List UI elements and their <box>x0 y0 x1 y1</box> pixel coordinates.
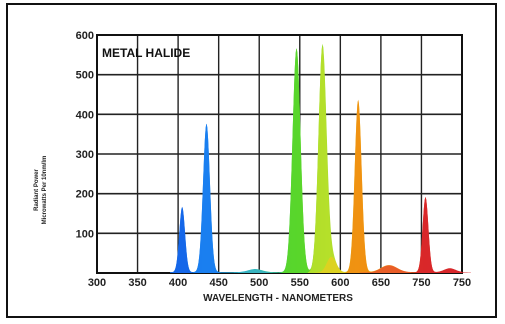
y-tick-label: 400 <box>76 109 94 121</box>
emission-peak-735 <box>428 268 471 273</box>
y-tick-label: 200 <box>76 189 94 201</box>
x-tick-label: 500 <box>250 277 268 289</box>
x-tick-label: 750 <box>412 277 430 289</box>
x-tick-label: 350 <box>128 277 146 289</box>
emission-peak-495 <box>229 269 281 273</box>
emission-peak-589 <box>314 256 349 273</box>
emission-peak-705 <box>414 197 437 273</box>
x-tick-label: 650 <box>372 277 390 289</box>
y-axis-label-line1: Radiant Power <box>34 169 40 211</box>
y-axis-label-line2: Microwatts Per 10nm/lm <box>42 156 48 225</box>
y-tick-label: 500 <box>76 70 94 82</box>
emission-peak-660 <box>359 265 419 273</box>
x-tick-label: 450 <box>209 277 227 289</box>
y-tick-label: 600 <box>76 30 94 42</box>
y-tick-label: 100 <box>76 228 94 240</box>
x-tick-label: 550 <box>291 277 309 289</box>
chart-frame <box>6 3 497 318</box>
x-tick-label: 600 <box>331 277 349 289</box>
y-tick-label: 300 <box>76 149 94 161</box>
x-tick-label: 300 <box>88 277 106 289</box>
x-tick-label: 750 <box>453 277 471 289</box>
emission-peak-578 <box>307 46 338 273</box>
emission-peak-546 <box>281 48 312 273</box>
emission-peak-405 <box>171 207 193 273</box>
emission-peak-435 <box>193 123 220 273</box>
x-axis-label: WAVELENGTH - NANOMETERS <box>203 293 353 304</box>
chart-title: METAL HALIDE <box>102 46 190 60</box>
x-tick-label: 400 <box>169 277 187 289</box>
emission-peak-622 <box>345 100 371 273</box>
